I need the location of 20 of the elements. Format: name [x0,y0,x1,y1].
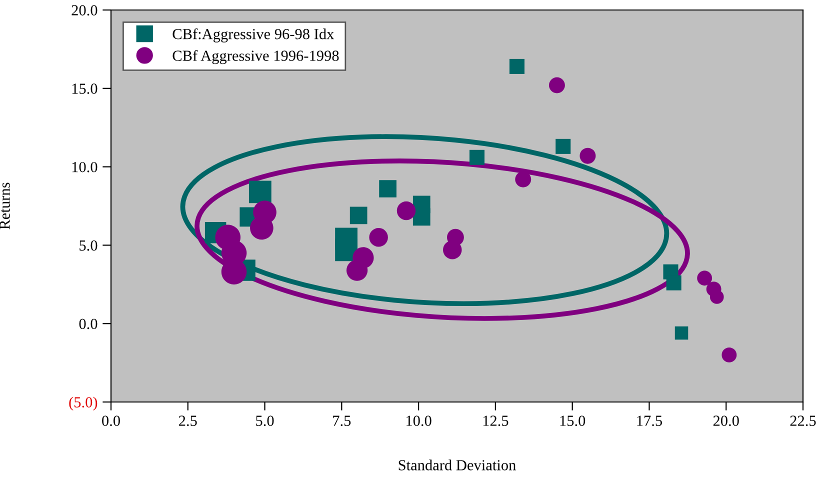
y-tick-label: 20.0 [72,5,98,16]
x-tick-label: 22.5 [790,416,816,426]
y-tick-label: 10.0 [72,162,98,172]
x-tick-label: 15.0 [560,416,586,426]
x-tick-label: 7.5 [333,416,351,426]
y-tick-label: (5.0) [69,396,98,411]
x-tick-label: 20.0 [713,416,739,426]
x-tick-label: 17.5 [637,416,662,426]
y-tick-label: 15.0 [72,84,98,94]
x-tick-label: 10.0 [406,416,432,426]
y-axis-title: Returns [0,182,10,230]
legend-label: CBf:Aggressive 96-98 Idx [172,28,334,42]
x-axis-title: Standard Deviation [398,460,516,470]
y-tick-label: 5.0 [80,240,98,251]
x-tick-label: 5.0 [256,416,274,426]
x-tick-label: 0.0 [102,416,120,426]
x-tick-label: 2.5 [179,416,197,426]
x-tick-label: 12.5 [483,416,508,426]
legend-label: CBf Aggressive 1996-1998 [172,50,339,64]
y-tick-label: 0.0 [79,318,98,330]
